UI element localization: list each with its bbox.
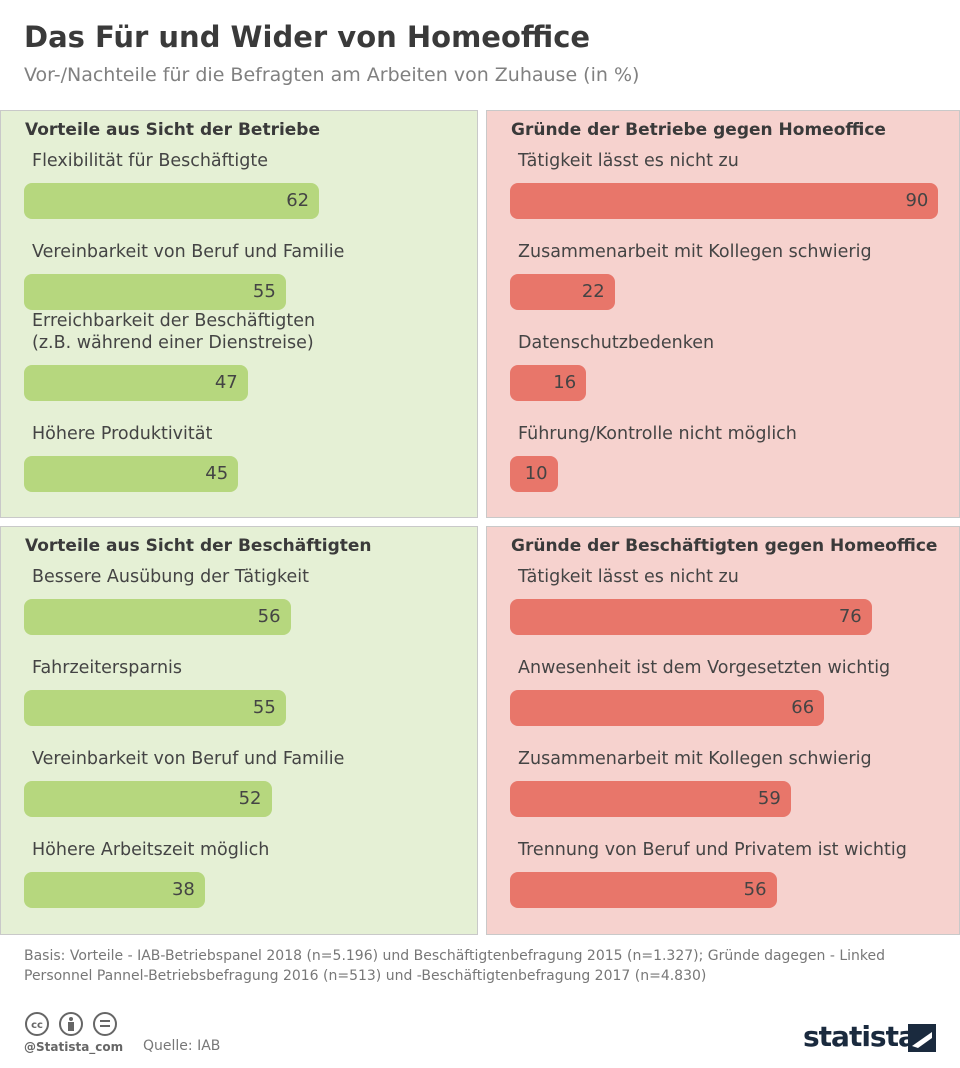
category-label: Vereinbarkeit von Beruf und Familie xyxy=(32,242,345,262)
handle: @Statista_com xyxy=(24,1040,124,1054)
category-label: Anwesenheit ist dem Vorgesetzten wichtig xyxy=(518,658,891,678)
value-label: 76 xyxy=(838,606,862,627)
logo: statista xyxy=(803,1020,917,1053)
category-label: Zusammenarbeit mit Kollegen schwierig xyxy=(518,749,872,769)
bar xyxy=(24,365,248,401)
logo-mark xyxy=(908,1024,936,1052)
license-icons: cc xyxy=(25,1012,117,1036)
value-label: 90 xyxy=(905,190,929,211)
category-label: Vereinbarkeit von Beruf und Familie xyxy=(32,749,345,769)
panel-title: Vorteile aus Sicht der Beschäftigten xyxy=(25,536,372,556)
value-label: 38 xyxy=(171,879,195,900)
bar xyxy=(24,599,291,635)
bar xyxy=(24,274,286,310)
value-label: 62 xyxy=(286,190,310,211)
value-label: 47 xyxy=(214,372,238,393)
value-label: 56 xyxy=(743,879,767,900)
category-label: Höhere Produktivität xyxy=(32,424,213,444)
category-label: Bessere Ausübung der Tätigkeit xyxy=(32,567,309,587)
category-label: Trennung von Beruf und Privatem ist wich… xyxy=(518,840,907,860)
svg-text:cc: cc xyxy=(31,1020,43,1031)
category-label: Fahrzeitersparnis xyxy=(32,658,183,678)
bar xyxy=(510,781,791,817)
category-label: Flexibilität für Beschäftigte xyxy=(32,151,268,171)
bar xyxy=(24,690,286,726)
bar xyxy=(510,690,825,726)
category-label: Erreichbarkeit der Beschäftigten (z.B. w… xyxy=(32,311,316,353)
panel: Gründe der Betriebe gegen Homeoffice Täti… xyxy=(486,110,960,518)
bar xyxy=(510,456,558,492)
bar xyxy=(510,872,777,908)
title: Das Für und Wider von Homeoffice xyxy=(24,20,591,54)
value-label: 22 xyxy=(581,281,605,302)
value-label: 56 xyxy=(257,606,281,627)
bar xyxy=(24,781,272,817)
bar xyxy=(24,456,239,492)
category-label: Tätigkeit lässt es nicht zu xyxy=(518,151,739,171)
panel: Vorteile aus Sicht der Beschäftigten Bess… xyxy=(0,526,478,935)
footnote: Basis: Vorteile - IAB-Betriebspanel 2018… xyxy=(24,948,886,984)
panel: Gründe der Beschäftigten gegen Homeoffic… xyxy=(486,526,960,935)
value-label: 52 xyxy=(238,788,262,809)
value-label: 55 xyxy=(252,281,276,302)
bar xyxy=(510,365,587,401)
bar xyxy=(510,599,872,635)
value-label: 66 xyxy=(791,697,815,718)
bar xyxy=(510,274,615,310)
value-label: 45 xyxy=(205,463,229,484)
value-label: 10 xyxy=(524,463,548,484)
category-label: Datenschutzbedenken xyxy=(518,333,715,353)
bar xyxy=(510,183,939,219)
category-label: Tätigkeit lässt es nicht zu xyxy=(518,567,739,587)
panel-title: Vorteile aus Sicht der Betriebe xyxy=(25,120,321,140)
panel-title: Gründe der Betriebe gegen Homeoffice xyxy=(511,120,886,140)
source: Quelle: IAB xyxy=(143,1038,221,1054)
value-label: 16 xyxy=(553,372,577,393)
value-label: 59 xyxy=(757,788,781,809)
panel: Vorteile aus Sicht der Betriebe Flexibili… xyxy=(0,110,478,518)
category-label: Führung/Kontrolle nicht möglich xyxy=(518,424,797,444)
category-label: Höhere Arbeitszeit möglich xyxy=(32,840,270,860)
bar xyxy=(24,183,320,219)
subtitle: Vor-/Nachteile für die Befragten am Arbe… xyxy=(24,64,640,86)
panel-title: Gründe der Beschäftigten gegen Homeoffic… xyxy=(511,536,938,556)
value-label: 55 xyxy=(252,697,276,718)
bar xyxy=(24,872,205,908)
category-label: Zusammenarbeit mit Kollegen schwierig xyxy=(518,242,872,262)
